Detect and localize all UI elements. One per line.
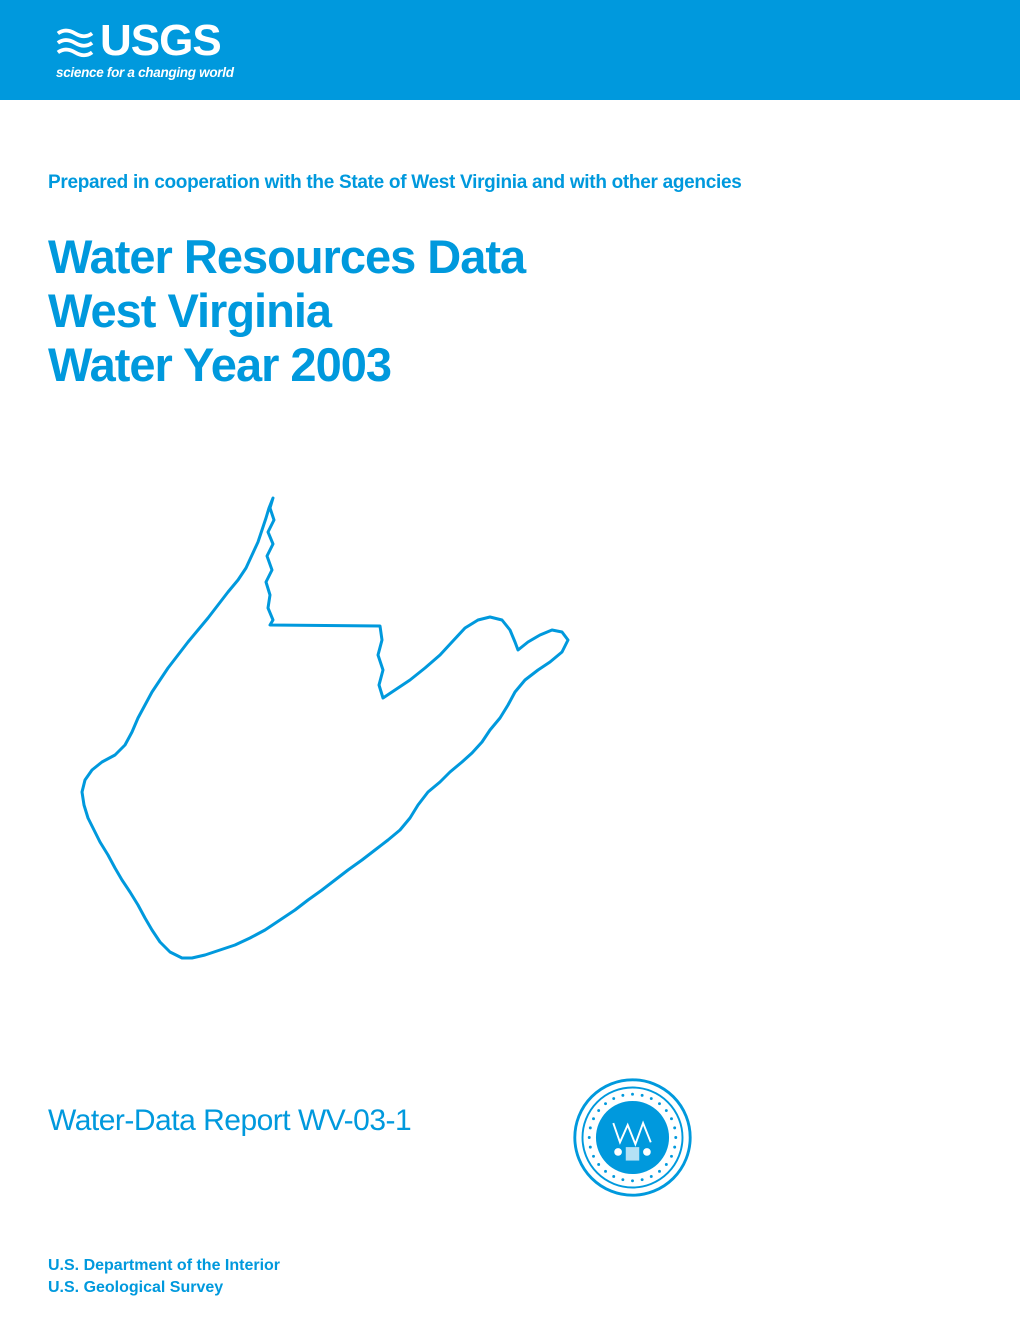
wv-state-seal-icon [570, 1075, 695, 1200]
usgs-logo-text: USGS [100, 19, 221, 63]
title-line-1: Water Resources Data [48, 230, 525, 284]
footer-credits: U.S. Department of the Interior U.S. Geo… [48, 1255, 280, 1300]
cooperation-statement: Prepared in cooperation with the State o… [48, 172, 742, 194]
header-bar: USGS science for a changing world [0, 0, 1020, 100]
report-number: Water-Data Report WV-03-1 [48, 1104, 411, 1138]
document-title: Water Resources Data West Virginia Water… [48, 230, 525, 392]
state-seal [570, 1075, 695, 1200]
usgs-tagline: science for a changing world [56, 65, 250, 80]
footer-line-1: U.S. Department of the Interior [48, 1255, 280, 1277]
wave-icon [56, 22, 94, 60]
usgs-logo-box: USGS science for a changing world [48, 0, 258, 95]
usgs-logo: USGS [56, 19, 250, 63]
state-outline-map [70, 480, 580, 970]
title-line-3: Water Year 2003 [48, 338, 525, 392]
footer-line-2: U.S. Geological Survey [48, 1277, 280, 1299]
west-virginia-outline-icon [70, 480, 580, 970]
title-line-2: West Virginia [48, 284, 525, 338]
